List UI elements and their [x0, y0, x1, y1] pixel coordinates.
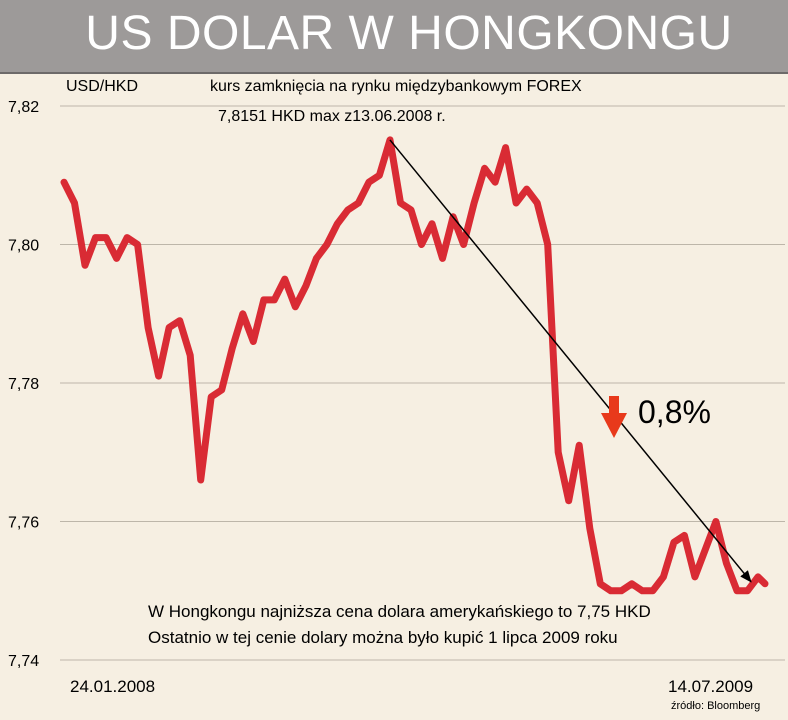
y-axis-ticks: 7,74 7,76 7,78 7,80 7,82 [8, 99, 39, 670]
currency-pair-label: USD/HKD [66, 78, 139, 95]
title-banner: US DOLAR W HONGKONGU [0, 0, 788, 74]
source-label: źródło: Bloomberg [671, 700, 761, 712]
x-end-date: 14.07.2009 [668, 677, 754, 696]
y-tick-label: 7,76 [8, 515, 39, 532]
chart-title: US DOLAR W HONGKONGU [85, 7, 733, 60]
change-percentage: 0,8% [638, 394, 711, 430]
y-tick-label: 7,74 [8, 653, 39, 670]
x-start-date: 24.01.2008 [70, 677, 156, 696]
max-annotation: 7,8151 HKD max z13.06.2008 r. [218, 108, 446, 125]
note-line-1: W Hongkongu najniższa cena dolara ameryk… [148, 602, 651, 621]
series-line-usd-hkd [60, 136, 769, 595]
gridlines [60, 105, 785, 661]
y-tick-label: 7,82 [8, 99, 39, 116]
trend-arrow [389, 139, 752, 583]
note-line-2: Ostatnio w tej cenie dolary można było k… [148, 628, 618, 647]
y-tick-label: 7,80 [8, 238, 39, 255]
y-tick-label: 7,78 [8, 376, 39, 393]
chart-subtitle: kurs zamknięcia na rynku międzybankowym … [210, 78, 582, 95]
down-arrow-icon [601, 396, 627, 438]
